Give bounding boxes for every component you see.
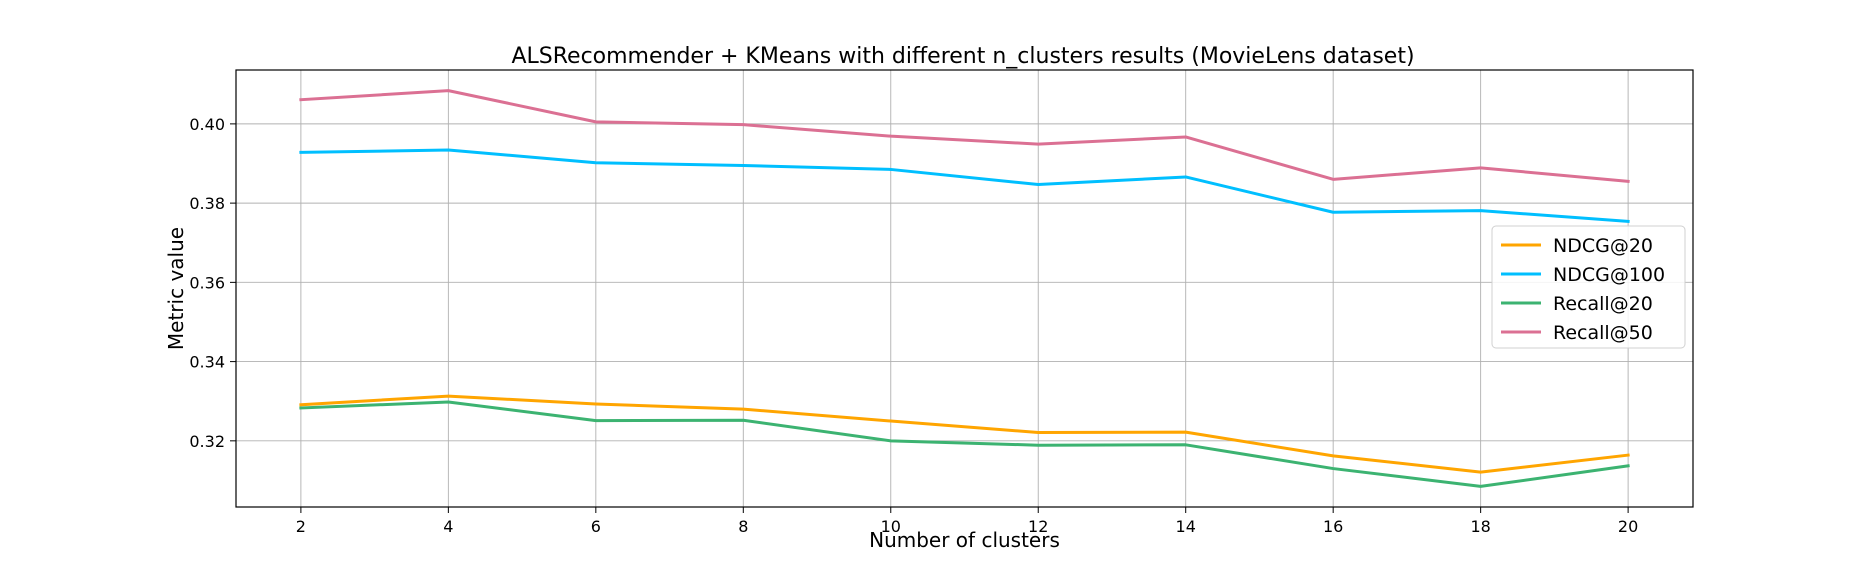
x-tick-label: 6 <box>591 517 601 536</box>
series-line-ndcg-100 <box>299 148 1630 223</box>
series-lines <box>299 89 1630 488</box>
legend: NDCG@20 NDCG@100 Recall@20 Recall@50 <box>1491 225 1686 349</box>
series-line-recall-50 <box>299 89 1630 183</box>
grid <box>236 70 1693 507</box>
x-tick-label: 14 <box>1176 517 1196 536</box>
legend-label: NDCG@100 <box>1553 264 1665 286</box>
y-tick-label: 0.32 <box>189 432 225 451</box>
chart-title: ALSRecommender + KMeans with different n… <box>511 44 1414 69</box>
legend-label: NDCG@20 <box>1553 235 1653 257</box>
series-line-ndcg-20 <box>299 394 1630 474</box>
y-tick-label: 0.36 <box>189 273 225 292</box>
y-tick-label: 0.38 <box>189 194 225 213</box>
x-tick-label: 20 <box>1618 517 1638 536</box>
x-tick-label: 8 <box>738 517 748 536</box>
x-axis-label: Number of clusters <box>869 528 1060 552</box>
y-tick-label: 0.40 <box>189 115 225 134</box>
x-tick-label: 4 <box>443 517 453 536</box>
legend-box <box>1491 225 1686 349</box>
plot-frame <box>235 69 1694 508</box>
y-tick-label: 0.34 <box>189 353 225 372</box>
x-tick-label: 18 <box>1470 517 1490 536</box>
x-tick-label: 2 <box>296 517 306 536</box>
series-line-recall-20 <box>299 400 1630 488</box>
legend-label: Recall@20 <box>1553 293 1653 315</box>
y-axis-label: Metric value <box>164 227 188 350</box>
x-tick-label: 12 <box>1028 517 1048 536</box>
x-tick-label: 10 <box>881 517 901 536</box>
legend-label: Recall@50 <box>1553 322 1653 344</box>
x-tick-label: 16 <box>1323 517 1343 536</box>
ticks: 2 4 6 8 10 12 14 16 18 20 0.32 0.34 0.36 0.38 0.40 <box>189 115 1638 536</box>
